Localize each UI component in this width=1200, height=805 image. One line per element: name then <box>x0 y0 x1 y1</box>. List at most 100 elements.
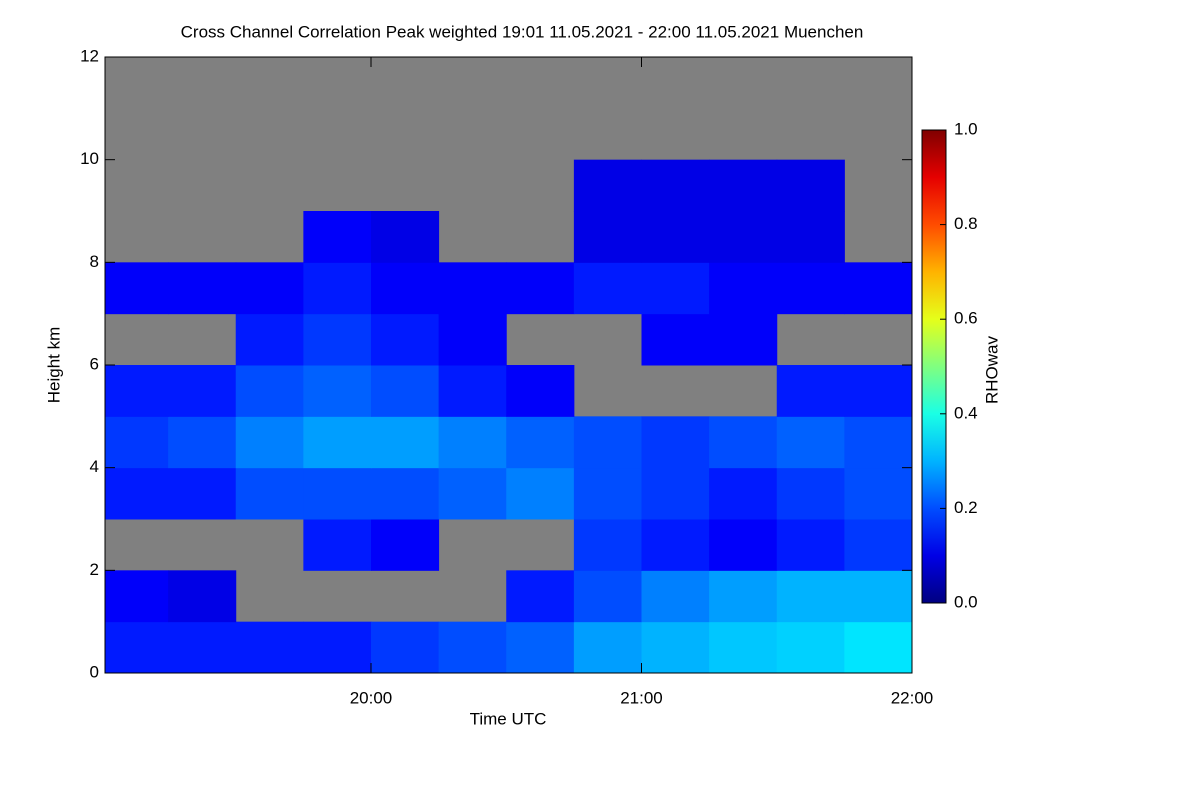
cell <box>776 365 845 417</box>
colorbar-tick-label: 1.0 <box>954 119 978 138</box>
y-tick-label: 0 <box>90 662 99 681</box>
cell <box>844 621 912 673</box>
y-tick-label: 10 <box>80 149 99 168</box>
cell <box>105 416 169 469</box>
cell <box>105 467 169 520</box>
cell <box>105 365 169 417</box>
cell <box>844 570 912 623</box>
cell <box>168 416 237 469</box>
cell <box>776 262 845 315</box>
cell <box>303 467 372 520</box>
cell <box>776 159 845 212</box>
x-axis-label: Time UTC <box>470 709 547 728</box>
cell <box>370 416 440 469</box>
cell <box>776 519 845 571</box>
cell <box>844 467 912 520</box>
x-tick-label: 21:00 <box>620 688 663 707</box>
cell <box>641 211 710 263</box>
y-tick-label: 12 <box>80 46 99 65</box>
cell <box>573 159 642 212</box>
cell <box>709 519 778 571</box>
cell <box>573 416 642 469</box>
cell <box>506 262 575 315</box>
cell <box>709 416 778 469</box>
cell <box>235 313 304 366</box>
cell <box>235 365 304 417</box>
cell <box>438 621 507 673</box>
colorbar-tick-label: 0.2 <box>954 498 978 517</box>
colorbar-tick-label: 0.4 <box>954 403 978 422</box>
cell <box>235 467 304 520</box>
cell <box>709 313 778 366</box>
cell <box>438 467 507 520</box>
cell <box>776 467 845 520</box>
cell <box>573 262 642 315</box>
cell <box>573 211 642 263</box>
cell <box>438 313 507 366</box>
cell <box>506 365 575 417</box>
colorbar <box>921 129 947 604</box>
cell <box>303 416 372 469</box>
cell <box>438 416 507 469</box>
cell <box>776 416 845 469</box>
cells <box>105 159 912 673</box>
cell <box>370 211 440 263</box>
cell <box>105 621 169 673</box>
cell <box>573 519 642 571</box>
cell <box>303 519 372 571</box>
cell <box>438 262 507 315</box>
cell <box>506 416 575 469</box>
cell <box>709 570 778 623</box>
cell <box>709 621 778 673</box>
chart-title: Cross Channel Correlation Peak weighted … <box>181 22 864 41</box>
cell <box>303 621 372 673</box>
x-tick-label: 20:00 <box>350 688 393 707</box>
colorbar-tick-label: 0.0 <box>954 592 978 611</box>
cell <box>370 519 440 571</box>
cell <box>641 313 710 366</box>
colorbar-tick-label: 0.6 <box>954 309 978 328</box>
cell <box>168 262 237 315</box>
cell <box>709 467 778 520</box>
cell <box>303 262 372 315</box>
cell <box>370 467 440 520</box>
cell <box>641 262 710 315</box>
cell <box>235 416 304 469</box>
cell <box>573 570 642 623</box>
cell <box>641 519 710 571</box>
cell <box>641 467 710 520</box>
cell <box>844 262 912 315</box>
cell <box>573 621 642 673</box>
cell <box>235 262 304 315</box>
cell <box>641 570 710 623</box>
cell <box>168 365 237 417</box>
cell <box>303 313 372 366</box>
colorbar-tick-label: 0.8 <box>954 214 978 233</box>
colorbar-label: RHOwav <box>982 335 1001 404</box>
cell <box>776 211 845 263</box>
cell <box>168 621 237 673</box>
cell <box>844 365 912 417</box>
cell <box>168 467 237 520</box>
cell <box>438 365 507 417</box>
y-tick-label: 2 <box>90 560 99 579</box>
cell <box>168 570 237 623</box>
cell <box>370 313 440 366</box>
y-tick-label: 4 <box>90 457 99 476</box>
cell <box>506 467 575 520</box>
cell <box>303 365 372 417</box>
cell <box>776 570 845 623</box>
cell <box>370 365 440 417</box>
cell <box>641 159 710 212</box>
cell <box>303 211 372 263</box>
x-tick-label: 22:00 <box>891 688 934 707</box>
cell <box>641 416 710 469</box>
cell <box>370 621 440 673</box>
cell <box>844 416 912 469</box>
cell <box>506 570 575 623</box>
y-tick-label: 6 <box>90 354 99 373</box>
y-axis-label: Height km <box>44 327 63 404</box>
cell <box>709 211 778 263</box>
cell <box>235 621 304 673</box>
